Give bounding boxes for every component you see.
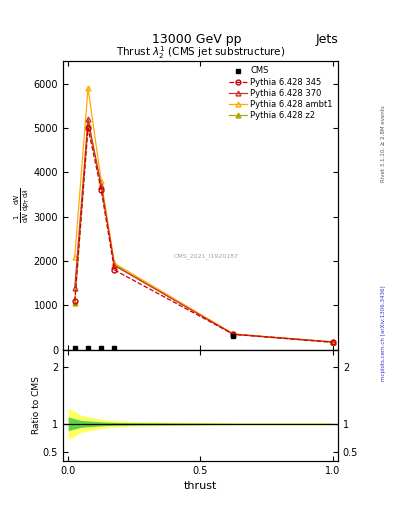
Line: CMS: CMS	[72, 334, 236, 350]
CMS	[112, 345, 117, 351]
Pythia 6.428 370	[72, 285, 77, 291]
Pythia 6.428 345	[99, 187, 104, 193]
Pythia 6.428 ambt1	[231, 331, 236, 337]
Pythia 6.428 z2	[99, 183, 104, 189]
Text: Jets: Jets	[315, 33, 338, 46]
Pythia 6.428 345	[231, 331, 236, 337]
Pythia 6.428 370	[99, 183, 104, 189]
Pythia 6.428 370	[86, 116, 90, 122]
Pythia 6.428 370	[112, 263, 117, 269]
Text: CMS_2021_I1920187: CMS_2021_I1920187	[173, 253, 239, 259]
Pythia 6.428 z2	[112, 262, 117, 268]
CMS	[72, 345, 77, 351]
Pythia 6.428 345	[86, 125, 90, 131]
Pythia 6.428 ambt1	[86, 85, 90, 91]
Pythia 6.428 370	[231, 331, 236, 337]
Text: mcplots.cern.ch [arXiv:1306.3436]: mcplots.cern.ch [arXiv:1306.3436]	[381, 285, 386, 380]
Y-axis label: Ratio to CMS: Ratio to CMS	[32, 376, 41, 434]
Pythia 6.428 345	[72, 298, 77, 304]
CMS	[86, 345, 90, 351]
CMS	[99, 345, 104, 351]
Pythia 6.428 ambt1	[112, 260, 117, 266]
Y-axis label: $\frac{1}{\mathrm{d}N}\,\frac{\mathrm{d}N}{\mathrm{d}p_T\,\mathrm{d}\lambda}$: $\frac{1}{\mathrm{d}N}\,\frac{\mathrm{d}…	[13, 188, 32, 223]
Pythia 6.428 ambt1	[72, 253, 77, 260]
Pythia 6.428 345	[112, 267, 117, 273]
Pythia 6.428 z2	[331, 339, 335, 345]
X-axis label: thrust: thrust	[184, 481, 217, 491]
Text: 13000 GeV pp: 13000 GeV pp	[152, 33, 241, 46]
Pythia 6.428 z2	[231, 331, 236, 337]
Pythia 6.428 ambt1	[331, 339, 335, 345]
Line: Pythia 6.428 z2: Pythia 6.428 z2	[72, 121, 335, 345]
Line: Pythia 6.428 370: Pythia 6.428 370	[72, 117, 335, 344]
Pythia 6.428 z2	[72, 300, 77, 306]
Legend: CMS, Pythia 6.428 345, Pythia 6.428 370, Pythia 6.428 ambt1, Pythia 6.428 z2: CMS, Pythia 6.428 345, Pythia 6.428 370,…	[228, 66, 334, 121]
Pythia 6.428 ambt1	[99, 178, 104, 184]
Text: Rivet 3.1.10, ≥ 2.8M events: Rivet 3.1.10, ≥ 2.8M events	[381, 105, 386, 182]
Pythia 6.428 345	[331, 339, 335, 346]
Pythia 6.428 z2	[86, 120, 90, 126]
CMS	[231, 333, 236, 339]
Pythia 6.428 370	[331, 339, 335, 345]
Line: Pythia 6.428 ambt1: Pythia 6.428 ambt1	[72, 86, 335, 345]
Line: Pythia 6.428 345: Pythia 6.428 345	[72, 125, 335, 345]
Title: Thrust $\lambda_{2}^{1}$ (CMS jet substructure): Thrust $\lambda_{2}^{1}$ (CMS jet substr…	[116, 45, 285, 61]
